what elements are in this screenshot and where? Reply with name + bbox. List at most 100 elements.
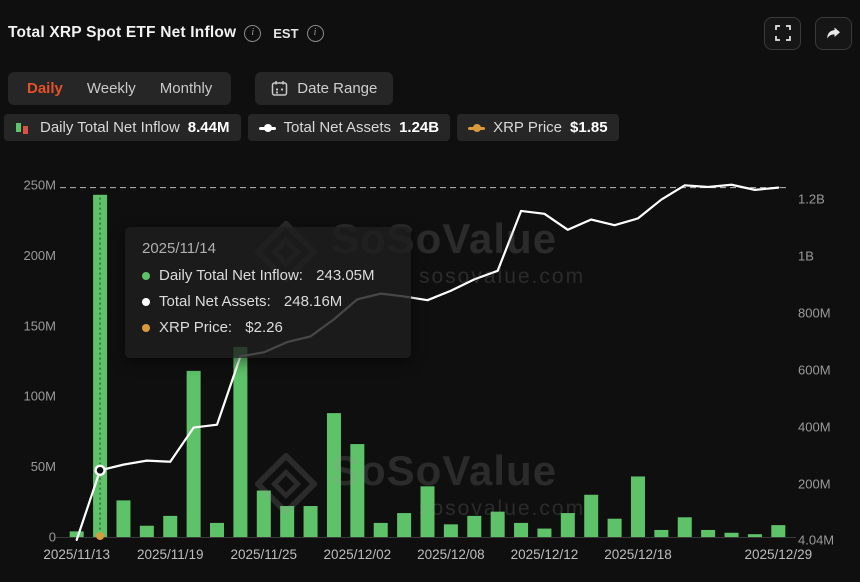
inflow-bar[interactable]: [116, 500, 131, 537]
inflow-bar[interactable]: [326, 413, 341, 537]
inflow-bar[interactable]: [420, 486, 435, 537]
inflow-bar[interactable]: [443, 524, 458, 537]
date-range-button[interactable]: Date Range: [255, 72, 394, 105]
inflow-bar[interactable]: [701, 529, 716, 537]
fullscreen-icon: [774, 25, 791, 41]
timezone-info-icon[interactable]: i: [306, 24, 324, 42]
inflow-bar[interactable]: [397, 513, 412, 537]
inflow-bar[interactable]: [677, 517, 692, 537]
inflow-bar[interactable]: [724, 532, 739, 537]
net-assets-line[interactable]: [75, 183, 780, 541]
price-series-icon: [468, 121, 486, 135]
inflow-bar[interactable]: [210, 522, 225, 537]
inflow-bar[interactable]: [560, 513, 575, 537]
toolbar: Daily Weekly Monthly Date Range: [8, 72, 394, 105]
left-axis-label: 250M: [23, 178, 56, 193]
x-axis-label: 2025/12/18: [604, 547, 672, 562]
fullscreen-button[interactable]: [764, 16, 801, 50]
title-info-icon[interactable]: i: [244, 24, 262, 42]
legend-label: Total Net Assets: [283, 119, 392, 136]
left-axis-label: 100M: [23, 389, 56, 404]
date-range-label: Date Range: [297, 80, 378, 97]
inflow-bar[interactable]: [256, 490, 271, 537]
x-axis-label: 2025/12/08: [417, 547, 485, 562]
inflow-bar[interactable]: [373, 522, 388, 537]
inflow-bar[interactable]: [186, 370, 201, 537]
hover-marker-price: [96, 532, 105, 540]
chart-tooltip: 2025/11/14 Daily Total Net Inflow 243.05M…: [125, 227, 411, 358]
tooltip-value: $2.26: [245, 319, 283, 336]
page-title: Total XRP Spot ETF Net Inflow: [8, 24, 237, 41]
inflow-bar[interactable]: [350, 444, 365, 537]
inflow-bar[interactable]: [490, 511, 505, 537]
inflow-bar[interactable]: [630, 476, 645, 537]
inflow-bar[interactable]: [747, 534, 762, 537]
legend: Daily Total Net Inflow 8.44M Total Net A…: [4, 114, 619, 141]
legend-total-net-assets[interactable]: Total Net Assets 1.24B: [247, 114, 451, 141]
inflow-bar[interactable]: [69, 531, 84, 537]
inflow-bar[interactable]: [514, 522, 529, 537]
legend-daily-net-inflow[interactable]: Daily Total Net Inflow 8.44M: [4, 114, 241, 141]
inflow-bar[interactable]: [93, 194, 108, 538]
chart-area[interactable]: 0 50M 100M 150M 200M 250M 4.04M 200M 400M 600M 800…: [0, 155, 860, 577]
share-button[interactable]: [815, 16, 852, 50]
chart-header: Total XRP Spot ETF Net Inflow i EST i: [8, 16, 852, 50]
right-axis-label: 400M: [798, 420, 831, 435]
left-axis-label: 0: [49, 530, 56, 545]
hover-marker-net-assets: [94, 464, 106, 476]
tooltip-label: Daily Total Net Inflow: [159, 267, 307, 284]
inflow-bar[interactable]: [584, 494, 599, 537]
legend-label: Daily Total Net Inflow: [40, 119, 180, 136]
legend-value: 1.24B: [399, 119, 440, 136]
tab-monthly[interactable]: Monthly: [159, 80, 213, 97]
legend-label: XRP Price: [493, 119, 563, 136]
x-axis-label: 2025/11/13: [43, 547, 110, 562]
line-series-icon: [258, 121, 276, 135]
tooltip-row-price: XRP Price $2.26: [142, 319, 394, 336]
interval-tab-group: Daily Weekly Monthly: [8, 72, 232, 105]
header-actions: [764, 16, 852, 50]
inflow-bar[interactable]: [280, 506, 295, 537]
inflow-bar[interactable]: [163, 515, 178, 537]
legend-xrp-price[interactable]: XRP Price $1.85: [457, 114, 619, 141]
x-axis-label: 2025/12/29: [745, 547, 813, 562]
inflow-bar[interactable]: [654, 529, 669, 537]
tooltip-row-net-assets: Total Net Assets 248.16M: [142, 293, 394, 310]
legend-value: 8.44M: [187, 119, 230, 136]
inflow-bar[interactable]: [467, 515, 482, 537]
inflow-bar[interactable]: [303, 506, 318, 537]
left-axis-label: 200M: [23, 248, 56, 263]
inflow-series-dot-icon: [142, 271, 150, 280]
inflow-bar[interactable]: [771, 525, 786, 537]
calendar-icon: [272, 81, 288, 96]
inflow-bar[interactable]: [607, 518, 622, 537]
timezone-label: EST: [273, 25, 299, 41]
tooltip-date: 2025/11/14: [142, 240, 216, 257]
x-axis-label: 2025/11/25: [231, 547, 298, 562]
inflow-bar[interactable]: [233, 346, 248, 537]
right-axis-label: 600M: [798, 363, 831, 378]
x-axis-label: 2025/11/19: [137, 547, 204, 562]
right-axis-label: 1B: [798, 249, 814, 264]
tooltip-value: 248.16M: [283, 293, 343, 310]
inflow-bar[interactable]: [537, 528, 552, 537]
right-axis-label: 800M: [798, 306, 831, 321]
tab-daily[interactable]: Daily: [27, 80, 63, 97]
x-axis-label: 2025/12/02: [324, 547, 392, 562]
tooltip-row-inflow: Daily Total Net Inflow 243.05M: [142, 267, 394, 284]
right-axis-label: 200M: [798, 477, 831, 492]
x-axis-label: 2025/12/12: [511, 547, 579, 562]
tooltip-label: Total Net Assets: [159, 293, 275, 310]
share-icon: [827, 27, 840, 39]
left-axis-label: 150M: [23, 318, 56, 333]
legend-value: $1.85: [570, 119, 608, 136]
right-axis-label: 1.2B: [798, 192, 825, 207]
inflow-bar[interactable]: [139, 525, 154, 537]
tooltip-label: XRP Price: [159, 319, 236, 336]
chart-canvas[interactable]: 0 50M 100M 150M 200M 250M 4.04M 200M 400M 600M 800…: [0, 155, 860, 577]
price-series-dot-icon: [142, 323, 150, 332]
tab-weekly[interactable]: Weekly: [86, 80, 136, 97]
tooltip-value: 243.05M: [316, 267, 375, 284]
right-axis-label: 4.04M: [798, 532, 834, 547]
bar-series-icon: [15, 121, 32, 135]
